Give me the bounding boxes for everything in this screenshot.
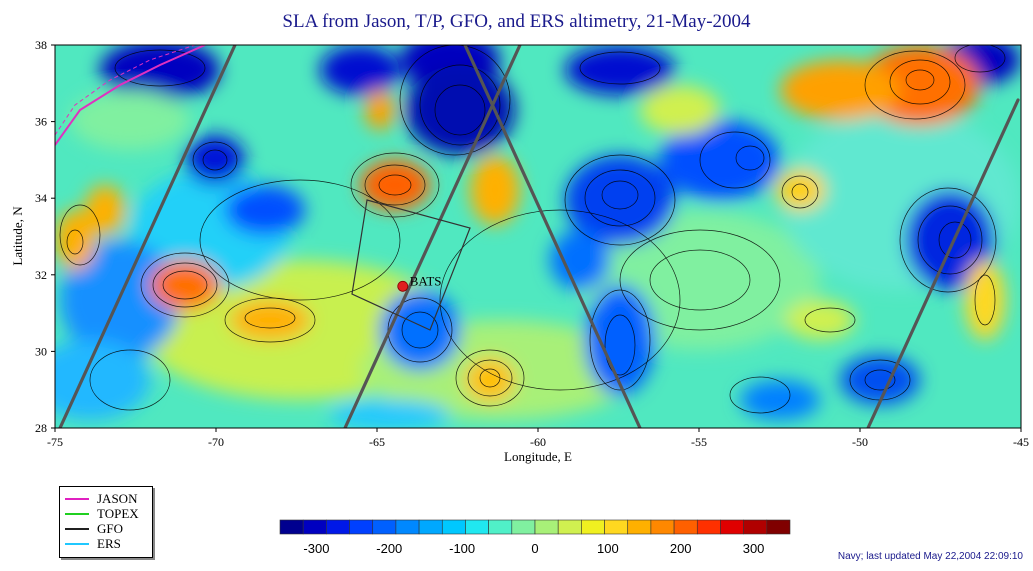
colorbar-swatch <box>326 519 350 535</box>
bats-marker <box>397 280 409 292</box>
colorbar-swatch <box>511 519 536 535</box>
x-tick-label: -70 <box>208 435 224 449</box>
legend-label: JASON <box>97 491 138 506</box>
colorbar-tick-label: 200 <box>669 541 692 556</box>
legend-item-jason: JASON <box>60 491 152 506</box>
y-axis-label: Latitude, N <box>10 206 25 266</box>
jason-track <box>55 45 206 146</box>
bats-label: BATS <box>410 273 442 288</box>
jason-track-dashed <box>55 45 196 136</box>
colorbar-swatch <box>279 519 304 535</box>
x-tick-label: -45 <box>1013 435 1029 449</box>
legend-swatch <box>65 528 89 530</box>
legend-item-ers: ERS <box>60 536 152 551</box>
colorbar-swatch <box>720 519 744 535</box>
y-tick-label: 30 <box>35 344 47 358</box>
colorbar-swatch <box>650 519 675 535</box>
x-axis: -75 -70 -65 -60 -55 -50 -45 <box>47 428 1029 449</box>
colorbar-tick-label: -300 <box>303 541 330 556</box>
colorbar-swatch <box>465 519 489 535</box>
colorbar-swatch <box>395 519 420 535</box>
colorbar-swatch <box>534 519 559 535</box>
colorbar-swatch <box>766 519 791 535</box>
colorbar-swatch <box>349 519 374 535</box>
y-tick-label: 36 <box>35 115 47 129</box>
colorbar-swatch <box>418 519 443 535</box>
ground-tracks <box>58 45 1020 428</box>
legend-item-gfo: GFO <box>60 521 152 536</box>
y-axis: 38 36 34 32 30 28 <box>35 38 55 435</box>
colorbar-swatch <box>372 519 397 535</box>
legend-label: ERS <box>97 536 121 551</box>
y-tick-label: 38 <box>35 38 47 52</box>
colorbar-swatch <box>557 519 582 535</box>
colorbar-tick-label: 0 <box>531 541 539 556</box>
x-axis-label: Longitude, E <box>504 449 572 464</box>
x-tick-label: -75 <box>47 435 63 449</box>
colorbar <box>279 519 791 535</box>
legend-swatch <box>65 543 89 545</box>
map-title: SLA from Jason, T/P, GFO, and ERS altime… <box>282 11 751 32</box>
legend-swatch <box>65 513 89 515</box>
track-legend: JASON TOPEX GFO ERS <box>59 486 153 558</box>
legend-item-topex: TOPEX <box>60 506 152 521</box>
colorbar-tick-label: 100 <box>596 541 619 556</box>
colorbar-tick-label: -100 <box>449 541 476 556</box>
y-tick-label: 34 <box>35 191 47 205</box>
y-tick-label: 28 <box>35 421 47 435</box>
bats-box <box>351 199 471 331</box>
x-tick-label: -50 <box>852 435 868 449</box>
update-credit: Navy; last updated May 22,2004 22:09:10 <box>837 551 1023 562</box>
legend-label: GFO <box>97 521 124 536</box>
sla-field <box>55 45 1021 428</box>
colorbar-swatch <box>604 519 629 535</box>
colorbar-swatch <box>673 519 698 535</box>
x-tick-label: -60 <box>530 435 546 449</box>
x-tick-label: -55 <box>691 435 707 449</box>
colorbar-swatch <box>743 519 768 535</box>
colorbar-tick-label: -200 <box>376 541 403 556</box>
colorbar-swatch <box>696 519 721 535</box>
legend-swatch <box>65 498 89 500</box>
contour-lines <box>59 45 1006 414</box>
colorbar-swatch <box>302 519 327 535</box>
y-tick-label: 32 <box>35 268 47 282</box>
colorbar-tick-label: 300 <box>742 541 765 556</box>
x-tick-label: -65 <box>369 435 385 449</box>
colorbar-swatch <box>581 519 605 535</box>
colorbar-swatch <box>441 519 466 535</box>
colorbar-swatch <box>627 519 652 535</box>
colorbar-swatch <box>488 519 513 535</box>
legend-label: TOPEX <box>97 506 139 521</box>
